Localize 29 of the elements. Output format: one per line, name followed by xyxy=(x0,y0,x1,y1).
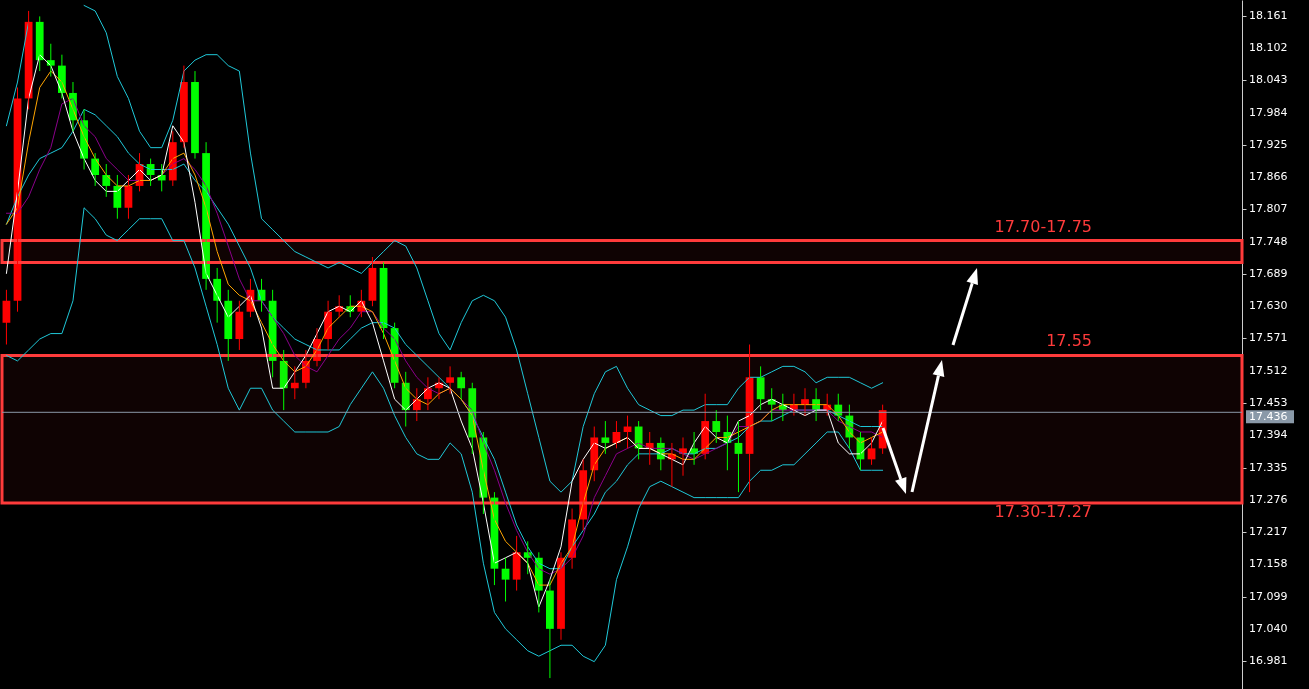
candlestick xyxy=(457,371,466,400)
y-tick-label: 17.158 xyxy=(1249,557,1288,571)
y-tick-label: 17.630 xyxy=(1249,299,1288,313)
y-tick-label: 17.807 xyxy=(1249,202,1288,216)
y-tick-label: 17.984 xyxy=(1249,105,1288,119)
y-tick-label: 17.866 xyxy=(1249,170,1288,184)
band-label: 17.70-17.75 xyxy=(994,216,1092,236)
y-tick-label: 18.043 xyxy=(1249,73,1288,87)
y-tick-label: 18.102 xyxy=(1249,41,1288,55)
candlestick xyxy=(712,409,721,444)
y-tick-label: 17.925 xyxy=(1249,137,1288,151)
line-series xyxy=(5,207,884,663)
y-tick-label: 17.689 xyxy=(1249,266,1288,280)
y-tick-label: 17.217 xyxy=(1249,525,1288,539)
y-tick-label: 17.394 xyxy=(1249,428,1288,442)
y-tick-label: 17.276 xyxy=(1249,492,1288,506)
y-tick-label: 17.453 xyxy=(1249,396,1288,410)
band-label: 17.55 xyxy=(1046,331,1092,351)
y-tick-label: 17.512 xyxy=(1249,363,1288,377)
y-tick-label: 17.040 xyxy=(1249,621,1288,635)
y-tick-label: 17.099 xyxy=(1249,589,1288,603)
candlestick xyxy=(601,420,610,455)
y-tick-label: 17.571 xyxy=(1249,331,1288,345)
y-tick-label: 17.748 xyxy=(1249,234,1288,248)
ref-line-label: 17.436 xyxy=(1249,409,1288,423)
y-tick-label: 17.335 xyxy=(1249,460,1288,474)
y-tick-label: 16.981 xyxy=(1249,654,1288,668)
y-tick-label: 18.161 xyxy=(1249,8,1288,22)
annotation: 17.30-17.27 xyxy=(994,502,1092,521)
